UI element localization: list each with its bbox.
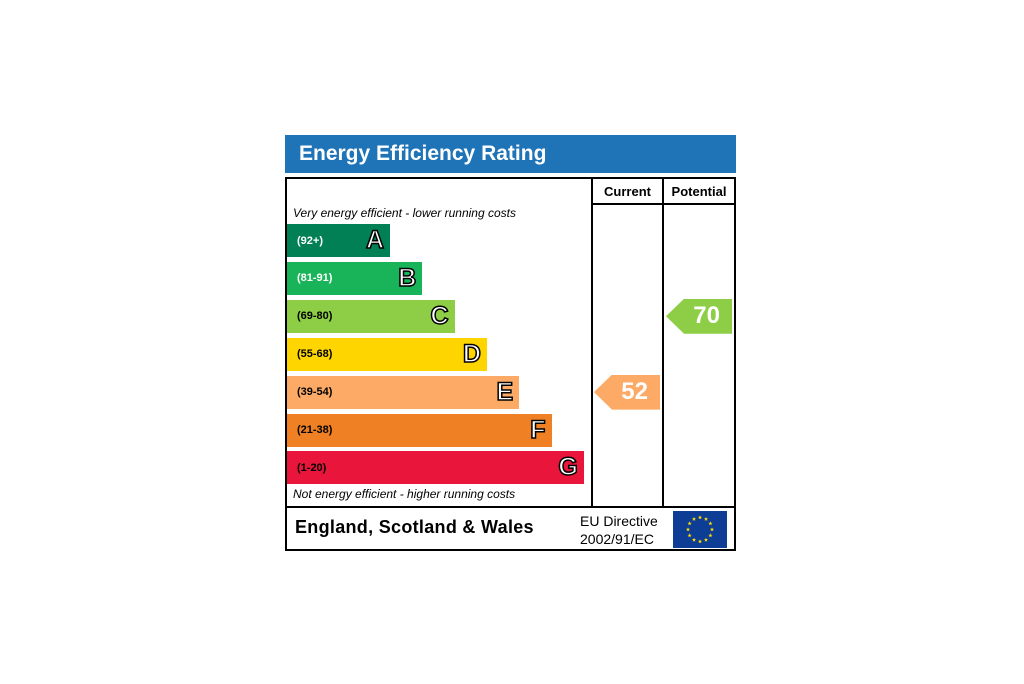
column-header-divider xyxy=(591,203,736,205)
eu-star-icon xyxy=(708,521,713,526)
eu-star-icon xyxy=(703,537,709,542)
current-rating-value: 52 xyxy=(621,378,648,406)
band-c: (69-80) C xyxy=(287,299,455,333)
efficient-note: Very energy efficient - lower running co… xyxy=(293,206,516,220)
eu-star-icon xyxy=(709,527,715,532)
band-range-label: (55-68) xyxy=(297,348,333,361)
eu-star-icon xyxy=(691,516,697,521)
chart-header: Energy Efficiency Rating xyxy=(285,135,736,173)
band-letter-label: D xyxy=(462,339,482,368)
eu-star-icon xyxy=(703,516,709,521)
current-column-divider xyxy=(591,177,593,508)
band-letter-label: C xyxy=(430,301,450,330)
footer-divider xyxy=(285,506,736,508)
band-letter-label: E xyxy=(496,377,514,406)
band-letter-label: B xyxy=(397,263,417,292)
eu-star-icon xyxy=(687,521,692,526)
eu-star-icon xyxy=(697,515,703,520)
chart-frame xyxy=(285,177,736,551)
eu-directive-line2: 2002/91/EC xyxy=(580,531,654,547)
current-column-header: Current xyxy=(604,183,651,199)
potential-column-divider xyxy=(662,177,664,508)
band-range-label: (21-38) xyxy=(297,424,333,436)
eu-directive-line1: EU Directive xyxy=(580,513,658,529)
band-range-label: (92+) xyxy=(297,234,323,247)
band-letter-label: A xyxy=(365,226,385,254)
band-d: (55-68) D xyxy=(287,337,487,371)
eu-star-icon xyxy=(687,533,692,538)
inefficient-note: Not energy efficient - higher running co… xyxy=(293,487,516,501)
eu-star-icon xyxy=(685,527,691,532)
band-a: (92+) A xyxy=(287,224,390,257)
band-letter-label: F xyxy=(529,415,546,444)
band-range-label: (1-20) xyxy=(297,461,327,474)
footer-country: England, Scotland & Wales xyxy=(295,517,534,537)
chart-title: Energy Efficiency Rating xyxy=(299,142,547,165)
band-range-label: (81-91) xyxy=(297,272,333,285)
band-b: (81-91) B xyxy=(287,261,423,295)
potential-column-header: Potential xyxy=(671,183,727,199)
band-f: (21-38) F xyxy=(287,413,552,447)
band-e: (39-54) E xyxy=(287,375,520,409)
band-g: (1-20) G xyxy=(287,451,584,485)
eu-directive: EU Directive 2002/91/EC xyxy=(580,512,658,548)
band-letter-label: G xyxy=(558,453,579,482)
eu-stars-icon xyxy=(685,515,715,544)
eu-star-icon xyxy=(691,537,697,542)
eu-star-icon xyxy=(697,539,703,544)
eu-star-icon xyxy=(708,533,713,538)
band-range-label: (69-80) xyxy=(297,310,333,323)
potential-rating-value: 70 xyxy=(693,302,720,330)
band-range-label: (39-54) xyxy=(297,386,333,399)
eu-flag-icon xyxy=(673,511,727,548)
